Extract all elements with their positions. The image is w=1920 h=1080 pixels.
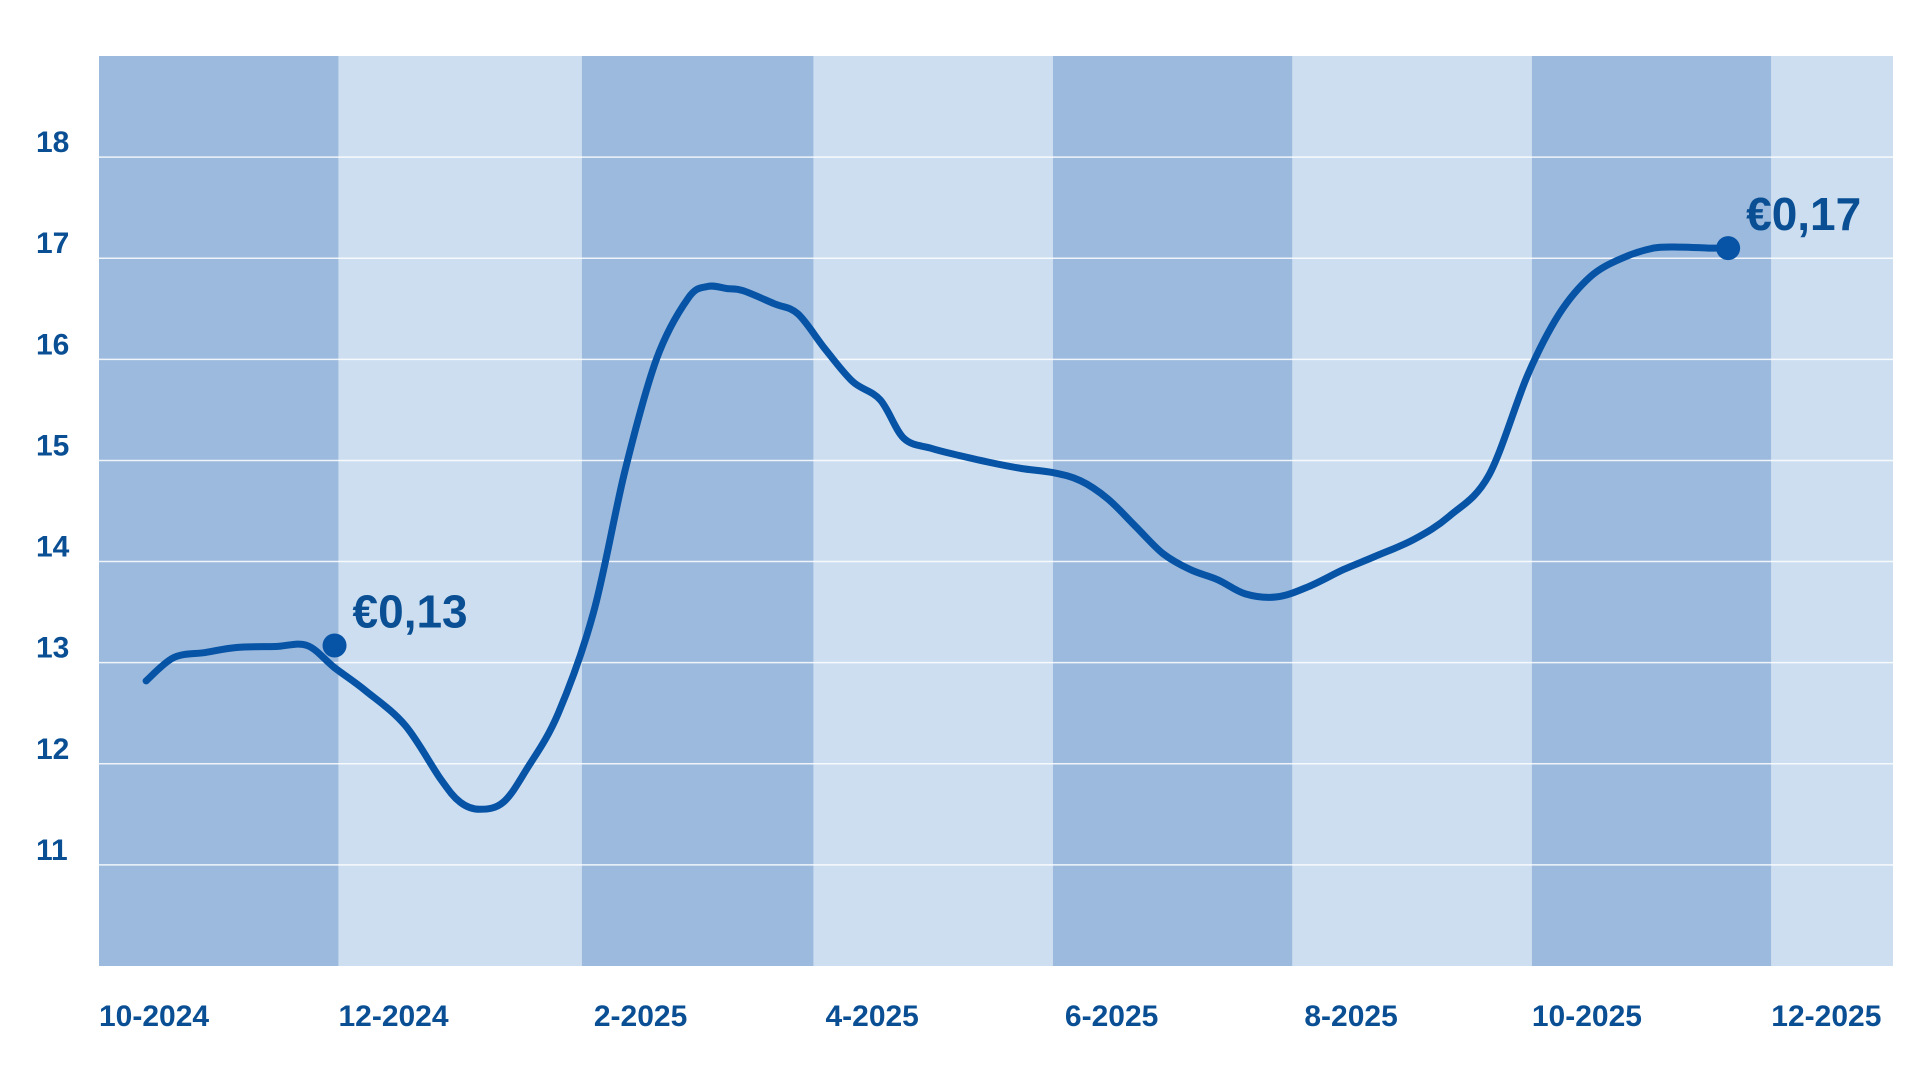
x-axis-tick-labels: 10-2024 12-2024 2-2025 4-2025 6-2025 8-2025 10… bbox=[99, 1000, 1881, 1033]
x-tick-label: 10-2024 bbox=[99, 1000, 209, 1033]
gridlines bbox=[99, 156, 1893, 866]
x-tick-label: 8-2025 bbox=[1304, 1000, 1397, 1033]
y-tick-label: 17 bbox=[36, 227, 69, 260]
month-bands bbox=[99, 56, 1893, 966]
month-band bbox=[99, 56, 339, 966]
annotation-marker bbox=[1716, 236, 1741, 261]
month-band bbox=[1292, 56, 1532, 966]
y-tick-label: 18 bbox=[36, 126, 69, 159]
x-tick-label: 2-2025 bbox=[594, 1000, 687, 1033]
annotations-layer: €0,13 €0,17 bbox=[322, 188, 1861, 658]
series-layer bbox=[142, 243, 1732, 813]
month-band bbox=[581, 56, 814, 966]
month-band bbox=[1531, 56, 1772, 966]
y-tick-label: 16 bbox=[36, 328, 69, 361]
month-band bbox=[1771, 56, 1893, 966]
annotation-label: €0,13 bbox=[353, 585, 468, 637]
x-tick-label: 12-2024 bbox=[338, 1000, 448, 1033]
y-axis-tick-labels: 11 12 13 14 15 16 17 18 bbox=[36, 126, 70, 867]
price-series-line bbox=[142, 243, 1732, 813]
x-tick-label: 4-2025 bbox=[825, 1000, 918, 1033]
x-tick-label: 6-2025 bbox=[1065, 1000, 1158, 1033]
y-tick-label: 13 bbox=[36, 632, 69, 665]
month-band bbox=[813, 56, 1053, 966]
x-tick-label: 10-2025 bbox=[1532, 1000, 1642, 1033]
annotation-label: €0,17 bbox=[1746, 188, 1861, 240]
y-tick-label: 11 bbox=[36, 834, 68, 867]
y-tick-label: 12 bbox=[36, 733, 69, 766]
annotation-marker bbox=[322, 633, 347, 658]
y-tick-label: 15 bbox=[36, 429, 69, 462]
x-tick-label: 12-2025 bbox=[1771, 1000, 1881, 1033]
y-tick-label: 14 bbox=[36, 531, 70, 564]
month-band bbox=[338, 56, 582, 966]
month-band bbox=[1052, 56, 1293, 966]
